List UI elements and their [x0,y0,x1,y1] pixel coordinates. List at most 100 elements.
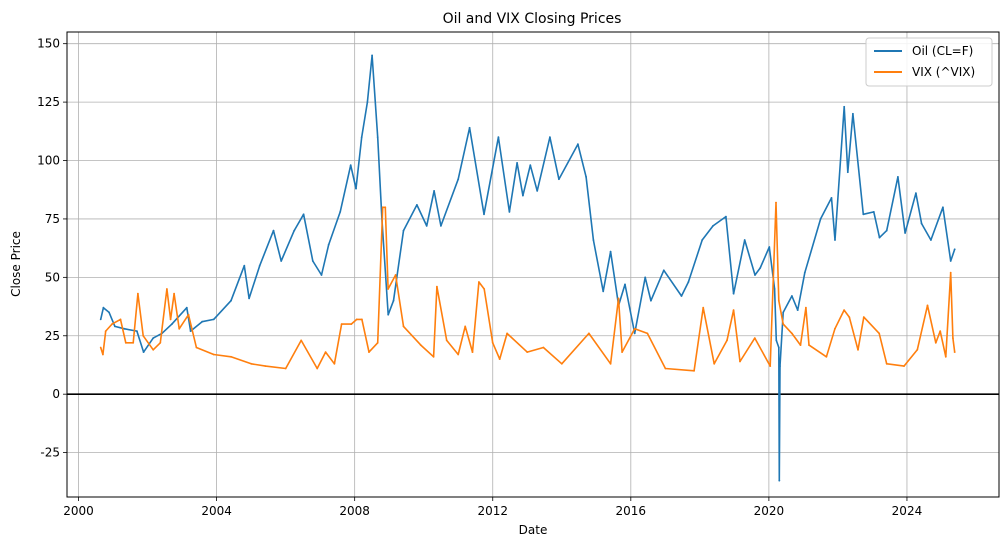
data-point [124,341,127,344]
x-axis-ticks: 2000 2004 2008 2012 2016 2020 2024 [63,497,922,518]
x-tick-label: 2024 [892,504,923,518]
data-point [468,126,471,129]
data-point [782,311,785,314]
series-oil [99,54,956,482]
data-point [340,323,343,325]
y-tick-label: 150 [37,37,60,51]
data-point [497,136,500,139]
data-point [939,330,942,332]
x-tick-label: 2020 [754,504,785,518]
data-point [588,332,590,335]
data-point [402,229,405,232]
data-point [99,318,102,321]
data-point [171,323,173,325]
data-point [516,162,518,164]
data-point [791,332,793,335]
data-point [371,54,373,57]
data-point [915,192,917,195]
data-point [725,215,727,218]
data-point [350,323,353,325]
data-point [394,274,397,276]
data-point [885,362,888,365]
data-point [114,325,116,328]
data-point [333,362,336,365]
y-axis-label: Close Price [9,231,23,297]
data-point [808,344,810,346]
data-point [142,351,145,353]
data-point [633,327,636,330]
data-point [526,351,529,353]
data-point [952,337,954,339]
data-point [384,206,387,209]
grid-lines [67,32,999,497]
y-axis-ticks: -25 0 25 50 75 100 125 150 [37,37,67,460]
data-point [953,351,956,353]
data-point [440,225,442,227]
data-point [248,297,251,300]
data-point [293,229,296,232]
data-point [368,351,370,353]
legend-label-vix: VIX (^VIX) [912,65,975,79]
data-point [617,297,620,300]
data-point [878,236,881,239]
data-point [212,318,215,321]
data-point [419,344,422,346]
series-layer [99,54,956,482]
data-point [702,306,705,309]
data-point [732,309,735,311]
data-point [392,299,395,302]
data-point [650,299,652,302]
legend: Oil (CL=F) VIX (^VIX) [865,37,993,87]
data-point [916,348,919,351]
data-point [549,136,551,139]
data-point [483,288,486,290]
data-point [773,288,776,290]
data-point [302,213,305,216]
data-point [478,281,480,283]
data-point [609,362,612,365]
data-point [732,292,735,295]
data-point [387,313,390,316]
data-point [355,187,357,190]
data-point [99,346,102,349]
data-point [471,351,474,353]
data-point [136,330,138,332]
data-point [743,239,746,241]
data-point [560,362,563,365]
data-point [592,239,595,241]
data-point [664,367,667,370]
data-point [324,351,327,353]
chart-title: Oil and VIX Closing Prices [443,11,622,27]
data-point [949,260,952,262]
data-point [316,367,319,370]
x-tick-label: 2000 [63,504,94,518]
data-point [726,339,728,342]
data-point [159,341,162,344]
data-point [311,260,314,262]
data-point [425,225,428,227]
data-point [506,332,508,335]
data-point [433,190,435,192]
data-point [693,369,695,372]
data-point [327,243,330,246]
data-point [387,288,389,290]
data-point [920,222,923,225]
data-point [953,248,956,251]
data-point [644,276,647,279]
data-point [621,351,623,353]
data-point [201,320,204,323]
data-point [930,239,932,241]
data-point [585,176,587,178]
data-point [102,306,105,309]
data-point [169,318,172,321]
data-point [230,299,232,302]
data-point [843,309,845,311]
data-point [843,105,846,108]
data-point [243,264,246,267]
data-point [903,365,905,367]
data-point [264,365,267,367]
data-point [782,323,785,325]
data-point [376,341,379,344]
